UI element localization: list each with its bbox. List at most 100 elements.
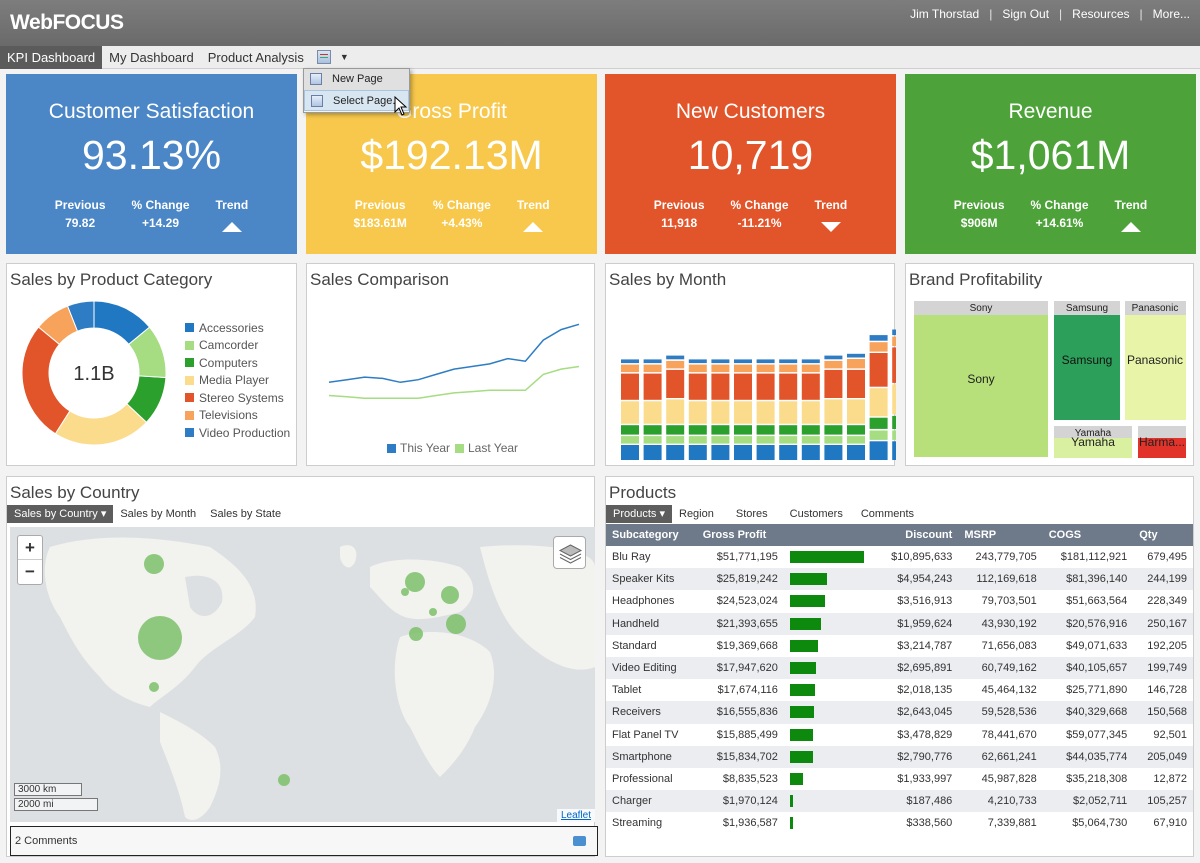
subtab-sales-by-country[interactable]: Sales by Country bbox=[7, 505, 114, 523]
bar-segment[interactable] bbox=[801, 401, 820, 424]
bar-segment[interactable] bbox=[666, 360, 685, 369]
bar-segment[interactable] bbox=[621, 373, 639, 400]
treemap-cell-samsung[interactable] bbox=[1054, 315, 1120, 420]
bar-segment[interactable] bbox=[621, 445, 639, 460]
bar-segment[interactable] bbox=[824, 369, 843, 398]
legend-item[interactable]: Accessories bbox=[185, 319, 290, 337]
bar-segment[interactable] bbox=[847, 436, 865, 444]
subtab-comments[interactable]: Comments bbox=[860, 508, 915, 520]
bar-segment[interactable] bbox=[688, 401, 707, 424]
subtab-sales-by-month[interactable]: Sales by Month bbox=[120, 508, 197, 520]
treemap-cell-panasonic[interactable] bbox=[1125, 315, 1186, 420]
bar-segment[interactable] bbox=[734, 425, 752, 435]
treemap-cell-yamaha[interactable] bbox=[1054, 438, 1132, 458]
bar-segment[interactable] bbox=[801, 436, 820, 444]
donut-slice[interactable] bbox=[126, 375, 167, 423]
tab-my-dashboard[interactable]: My Dashboard bbox=[109, 49, 194, 65]
treemap-cell-sony[interactable] bbox=[914, 315, 1048, 457]
bar-segment[interactable] bbox=[779, 373, 798, 400]
comment-icon[interactable] bbox=[573, 836, 586, 846]
bar-segment[interactable] bbox=[869, 417, 888, 429]
table-row[interactable]: Receivers $16,555,836 $2,643,045 59,528,536… bbox=[606, 701, 1193, 724]
bar-segment[interactable] bbox=[779, 436, 798, 444]
subtab-products[interactable]: Products bbox=[606, 505, 672, 523]
bar-segment[interactable] bbox=[688, 359, 707, 364]
bar-segment[interactable] bbox=[666, 399, 685, 424]
legend-item[interactable]: Media Player bbox=[185, 372, 290, 390]
table-row[interactable]: Video Editing $17,947,620 $2,695,891 60,749… bbox=[606, 656, 1193, 680]
bar-segment[interactable] bbox=[892, 441, 896, 460]
bar-segment[interactable] bbox=[688, 364, 707, 373]
kpi-tile-new-customers[interactable]: New Customers 10,719 Previous 11,918 % Ch… bbox=[605, 74, 896, 254]
bar-segment[interactable] bbox=[824, 436, 843, 444]
line-last-year[interactable] bbox=[328, 365, 580, 399]
comments-bar[interactable]: 2 Comments bbox=[10, 826, 598, 856]
bar-segment[interactable] bbox=[666, 369, 685, 398]
donut-slice[interactable] bbox=[21, 326, 71, 435]
tab-kpi-dashboard[interactable]: KPI Dashboard bbox=[0, 45, 103, 69]
column-header-discount[interactable]: Discount bbox=[873, 524, 959, 546]
bar-segment[interactable] bbox=[869, 342, 888, 352]
kpi-tile-revenue[interactable]: Revenue $1,061M Previous $906M % Change +1… bbox=[905, 74, 1196, 254]
table-row[interactable]: Smartphone $15,834,702 $2,790,776 62,661,24… bbox=[606, 745, 1193, 768]
bar-segment[interactable] bbox=[621, 364, 639, 373]
bar-segment[interactable] bbox=[824, 425, 843, 435]
bar-segment[interactable] bbox=[756, 425, 775, 435]
bar-segment[interactable] bbox=[643, 364, 662, 373]
bar-segment[interactable] bbox=[643, 373, 662, 400]
bar-segment[interactable] bbox=[892, 384, 896, 415]
bar-segment[interactable] bbox=[666, 355, 685, 360]
country-bubble[interactable] bbox=[144, 554, 164, 574]
table-row[interactable]: Streaming $1,936,587 $338,560 7,339,881 $5,0… bbox=[606, 812, 1193, 834]
bar-segment[interactable] bbox=[801, 425, 820, 435]
bar-segment[interactable] bbox=[734, 445, 752, 460]
bar-segment[interactable] bbox=[824, 399, 843, 424]
bar-segment[interactable] bbox=[779, 445, 798, 460]
table-row[interactable]: Flat Panel TV $15,885,499 $3,478,829 78,441… bbox=[606, 724, 1193, 746]
legend-item[interactable]: Camcorder bbox=[185, 337, 290, 355]
bar-segment[interactable] bbox=[824, 445, 843, 460]
sales-by-month-stacked-bar-chart[interactable] bbox=[606, 264, 896, 467]
bar-segment[interactable] bbox=[801, 373, 820, 400]
bar-segment[interactable] bbox=[892, 430, 896, 440]
bar-segment[interactable] bbox=[621, 401, 639, 424]
bar-segment[interactable] bbox=[711, 364, 730, 373]
bar-segment[interactable] bbox=[688, 425, 707, 435]
user-name-link[interactable]: Jim Thorstad bbox=[910, 7, 980, 21]
column-header-subcategory[interactable]: Subcategory bbox=[606, 524, 697, 546]
bar-segment[interactable] bbox=[756, 436, 775, 444]
bar-segment[interactable] bbox=[847, 399, 865, 424]
subtab-customers[interactable]: Customers bbox=[789, 508, 843, 520]
column-header-cogs[interactable]: COGS bbox=[1042, 524, 1134, 546]
page-menu-caret-icon[interactable]: ▼ bbox=[339, 52, 349, 62]
subtab-sales-by-state[interactable]: Sales by State bbox=[210, 508, 282, 520]
table-row[interactable]: Blu Ray $51,771,195 $10,895,633 243,779,705… bbox=[606, 546, 1193, 568]
sign-out-link[interactable]: Sign Out bbox=[1002, 7, 1050, 21]
bar-segment[interactable] bbox=[869, 353, 888, 387]
country-bubble[interactable] bbox=[138, 616, 182, 660]
legend-item[interactable]: Video Production bbox=[185, 424, 290, 442]
bar-segment[interactable] bbox=[779, 364, 798, 373]
donut-slice[interactable] bbox=[127, 326, 167, 379]
kpi-tile-customer-satisfaction[interactable]: Customer Satisfaction 93.13% Previous 79.… bbox=[6, 74, 297, 254]
bar-segment[interactable] bbox=[643, 401, 662, 424]
bar-segment[interactable] bbox=[869, 430, 888, 440]
bar-segment[interactable] bbox=[688, 373, 707, 400]
bar-segment[interactable] bbox=[824, 360, 843, 369]
bar-segment[interactable] bbox=[756, 359, 775, 364]
bar-segment[interactable] bbox=[688, 445, 707, 460]
bar-segment[interactable] bbox=[643, 359, 662, 364]
bar-segment[interactable] bbox=[756, 364, 775, 373]
table-row[interactable]: Professional $8,835,523 $1,933,997 45,987,8… bbox=[606, 768, 1193, 790]
table-row[interactable]: Charger $1,970,124 $187,486 4,210,733 $2,052… bbox=[606, 790, 1193, 813]
menu-item-select-page[interactable]: Select Page... bbox=[304, 90, 409, 111]
donut-slice[interactable] bbox=[54, 403, 148, 446]
bar-segment[interactable] bbox=[621, 436, 639, 444]
bar-segment[interactable] bbox=[711, 373, 730, 400]
bar-segment[interactable] bbox=[643, 425, 662, 435]
bar-segment[interactable] bbox=[688, 436, 707, 444]
country-bubble[interactable] bbox=[149, 682, 159, 692]
column-header-gross-profit[interactable]: Gross Profit bbox=[696, 524, 784, 546]
more-link[interactable]: More... bbox=[1152, 7, 1190, 21]
country-bubble[interactable] bbox=[405, 572, 425, 592]
